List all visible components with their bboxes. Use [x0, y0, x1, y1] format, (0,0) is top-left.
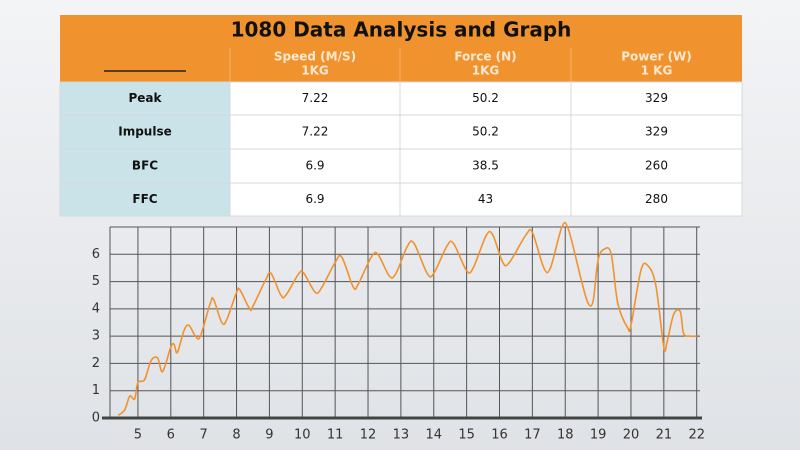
x-tick-label: 18 — [557, 428, 574, 443]
row-label: FFC — [132, 192, 157, 206]
x-tick-label: 13 — [393, 428, 410, 443]
table-cell — [570, 81, 743, 116]
table-cell — [570, 114, 743, 150]
table-cell — [570, 182, 743, 217]
table-cell — [229, 182, 401, 217]
cell-value: 38.5 — [472, 159, 499, 173]
y-tick-label: 6 — [92, 247, 100, 262]
y-tick-label: 0 — [92, 411, 100, 426]
x-tick-label: 9 — [265, 428, 273, 443]
cell-value: 329 — [645, 91, 668, 105]
x-tick-label: 7 — [200, 428, 208, 443]
x-tick-label: 17 — [524, 428, 541, 443]
y-tick-label: 1 — [92, 383, 100, 398]
x-tick-label: 21 — [656, 428, 673, 443]
cell-value: 280 — [645, 192, 668, 206]
cell-value: 43 — [478, 192, 493, 206]
y-tick-label: 3 — [92, 329, 100, 344]
column-header: 1KG — [301, 64, 329, 78]
x-tick-label: 15 — [458, 428, 475, 443]
x-tick-label: 22 — [688, 428, 705, 443]
cell-value: 50.2 — [472, 125, 499, 139]
x-tick-label: 20 — [623, 428, 640, 443]
row-label: Peak — [128, 91, 162, 105]
cell-value: 7.22 — [302, 125, 329, 139]
x-tick-label: 11 — [327, 428, 344, 443]
x-tick-label: 6 — [167, 428, 175, 443]
row-label: Impulse — [118, 125, 172, 139]
table-cell — [229, 114, 401, 150]
cell-value: 7.22 — [302, 91, 329, 105]
x-tick-label: 16 — [491, 428, 508, 443]
column-header: Speed (M/S) — [274, 50, 356, 64]
x-tick-label: 14 — [425, 428, 442, 443]
y-tick-label: 2 — [92, 356, 100, 371]
x-tick-label: 10 — [294, 428, 311, 443]
column-header: Force (N) — [454, 50, 516, 64]
table-cell — [59, 182, 231, 217]
cell-value: 6.9 — [305, 159, 324, 173]
y-tick-label: 4 — [92, 301, 100, 316]
x-tick-label: 5 — [134, 428, 142, 443]
column-header: 1KG — [472, 64, 500, 78]
x-tick-label: 12 — [360, 428, 377, 443]
cell-value: 50.2 — [472, 91, 499, 105]
table-cell — [59, 114, 231, 150]
table-cell — [229, 81, 401, 116]
x-tick-label: 8 — [232, 428, 240, 443]
table-cell — [399, 81, 572, 116]
x-tick-label: 19 — [590, 428, 607, 443]
column-header: Power (W) — [621, 50, 692, 64]
cell-value: 6.9 — [305, 192, 324, 206]
cell-value: 329 — [645, 125, 668, 139]
table-cell — [570, 148, 743, 184]
y-tick-label: 5 — [92, 274, 100, 289]
row-label: BFC — [132, 159, 158, 173]
column-header: 1 KG — [641, 64, 673, 78]
table-cell — [399, 182, 572, 217]
data-line — [117, 221, 697, 416]
table-title: 1080 Data Analysis and Graph — [231, 18, 572, 42]
table-cell — [399, 148, 572, 184]
cell-value: 260 — [645, 159, 668, 173]
